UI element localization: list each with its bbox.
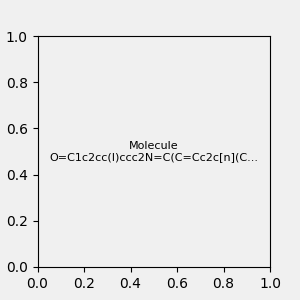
Text: Molecule
O=C1c2cc(I)ccc2N=C(C=Cc2c[n](C...: Molecule O=C1c2cc(I)ccc2N=C(C=Cc2c[n](C.… bbox=[49, 141, 258, 162]
